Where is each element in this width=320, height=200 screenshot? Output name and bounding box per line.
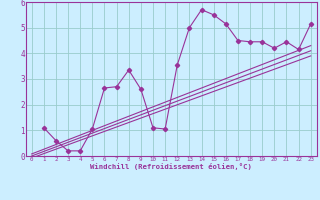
X-axis label: Windchill (Refroidissement éolien,°C): Windchill (Refroidissement éolien,°C) (90, 163, 252, 170)
